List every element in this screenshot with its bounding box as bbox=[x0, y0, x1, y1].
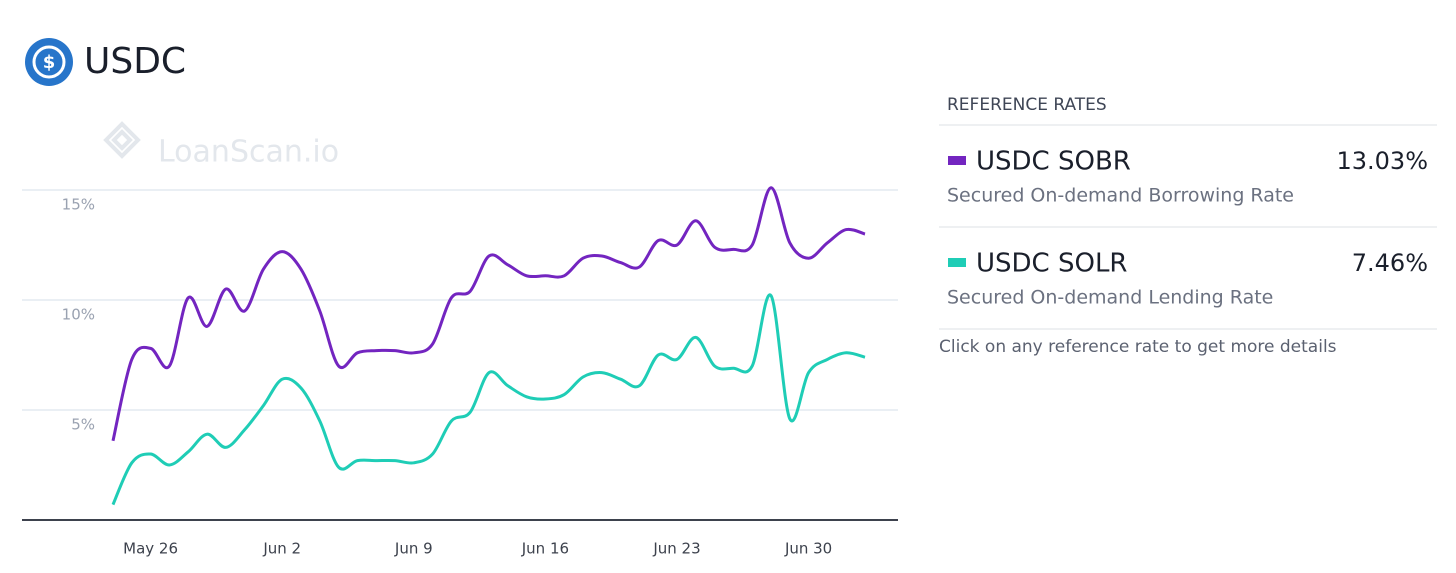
rate-name: USDC SOBR bbox=[976, 147, 1131, 177]
rate-value: 13.03% bbox=[1336, 147, 1428, 175]
series-line bbox=[111, 293, 866, 506]
rate-description: Secured On-demand Borrowing Rate bbox=[947, 185, 1294, 207]
rate-value: 7.46% bbox=[1352, 249, 1428, 277]
svg-text:$: $ bbox=[43, 52, 56, 73]
panel-footer: Click on any reference rate to get more … bbox=[939, 337, 1337, 357]
y-tick-label: 5% bbox=[71, 416, 95, 434]
panel-heading: REFERENCE RATES bbox=[947, 95, 1107, 115]
x-tick-label: Jun 16 bbox=[521, 540, 569, 558]
x-tick-label: Jun 2 bbox=[262, 540, 301, 558]
rate-description: Secured On-demand Lending Rate bbox=[947, 287, 1273, 309]
watermark: LoanScan.io bbox=[158, 135, 339, 170]
x-tick-label: May 26 bbox=[123, 540, 178, 558]
x-tick-label: Jun 30 bbox=[784, 540, 832, 558]
chart: 5% 10% 15% May 26 Jun 2 Jun 9 Jun 16 Jun 23 Jun … bbox=[22, 186, 898, 558]
rates-panel: USDC SOBR 13.03% Secured On-demand Borrowi… bbox=[939, 147, 1437, 330]
y-tick-label: 15% bbox=[62, 196, 95, 214]
x-tick-label: Jun 9 bbox=[394, 540, 433, 558]
y-tick-label: 10% bbox=[62, 306, 95, 324]
page-title: USDC bbox=[84, 41, 186, 82]
rate-row[interactable]: USDC SOLR 7.46% Secured On-demand Lending … bbox=[947, 249, 1428, 309]
watermark-icon bbox=[103, 121, 141, 159]
legend-swatch bbox=[948, 258, 966, 267]
rate-name: USDC SOLR bbox=[976, 249, 1128, 279]
rate-row[interactable]: USDC SOBR 13.03% Secured On-demand Borrowi… bbox=[947, 147, 1428, 207]
usdc-icon: $ bbox=[25, 38, 73, 86]
x-tick-label: Jun 23 bbox=[652, 540, 700, 558]
series-line bbox=[111, 186, 866, 442]
legend-swatch bbox=[948, 156, 966, 165]
